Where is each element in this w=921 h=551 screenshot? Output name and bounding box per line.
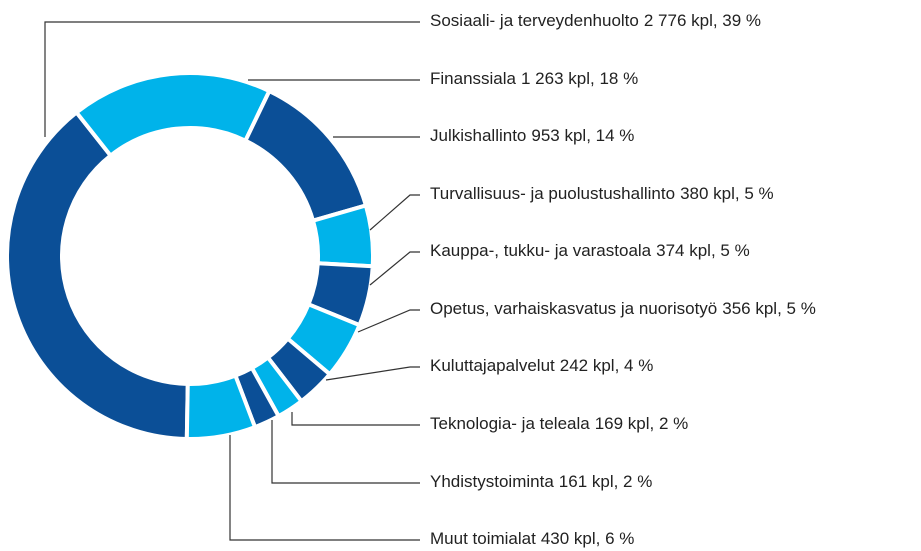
slice-label: Yhdistystoiminta 161 kpl, 2 % [430,472,652,491]
value-label: 356 kpl, 5 % [722,299,816,318]
value-label: 169 kpl, 2 % [595,414,689,433]
leader-line [271,420,420,484]
slice-label: Opetus, varhaiskasvatus ja nuorisotyö 356… [430,299,816,318]
category-name: Turvallisuus- ja puolustushallinto [430,184,675,203]
slice-label: Muut toimialat 430 kpl, 6 % [430,529,634,548]
leader-line [325,366,420,381]
slice-label: Teknologia- ja teleala 169 kpl, 2 % [430,414,688,433]
category-name: Kuluttajapalvelut [430,356,555,375]
value-label: 380 kpl, 5 % [680,184,774,203]
value-label: 242 kpl, 4 % [560,356,654,375]
leader-line [357,309,420,333]
slice-label: Kauppa-, tukku- ja varastoala 374 kpl, 5 … [430,241,750,260]
slice-label: Kuluttajapalvelut 242 kpl, 4 % [430,356,653,375]
category-name: Sosiaali- ja terveydenhuolto [430,11,639,30]
leader-line [291,412,420,426]
slice-label: Finanssiala 1 263 kpl, 18 % [430,69,638,88]
category-name: Teknologia- ja teleala [430,414,590,433]
leader-line [369,251,420,286]
donut-slice [73,71,272,159]
donut-slice [5,109,190,442]
slice-label: Julkishallinto 953 kpl, 14 % [430,126,634,145]
category-name: Kauppa-, tukku- ja varastoala [430,241,652,260]
value-label: 1 263 kpl, 18 % [521,69,638,88]
value-label: 2 776 kpl, 39 % [644,11,761,30]
category-name: Julkishallinto [430,126,526,145]
slice-label: Sosiaali- ja terveydenhuolto 2 776 kpl, 3… [430,11,761,30]
value-label: 374 kpl, 5 % [656,241,750,260]
category-name: Muut toimialat [430,529,536,548]
value-label: 953 kpl, 14 % [531,126,634,145]
slice-label: Turvallisuus- ja puolustushallinto 380 kp… [430,184,774,203]
category-name: Yhdistystoiminta [430,472,554,491]
leader-line [229,435,420,541]
value-label: 161 kpl, 2 % [559,472,653,491]
donut-slice [184,373,258,441]
donut-slice [242,88,369,224]
leader-line [44,21,420,137]
category-name: Opetus, varhaiskasvatus ja nuorisotyö [430,299,717,318]
category-name: Finanssiala [430,69,517,88]
leader-line [369,194,420,231]
value-label: 430 kpl, 6 % [541,529,635,548]
